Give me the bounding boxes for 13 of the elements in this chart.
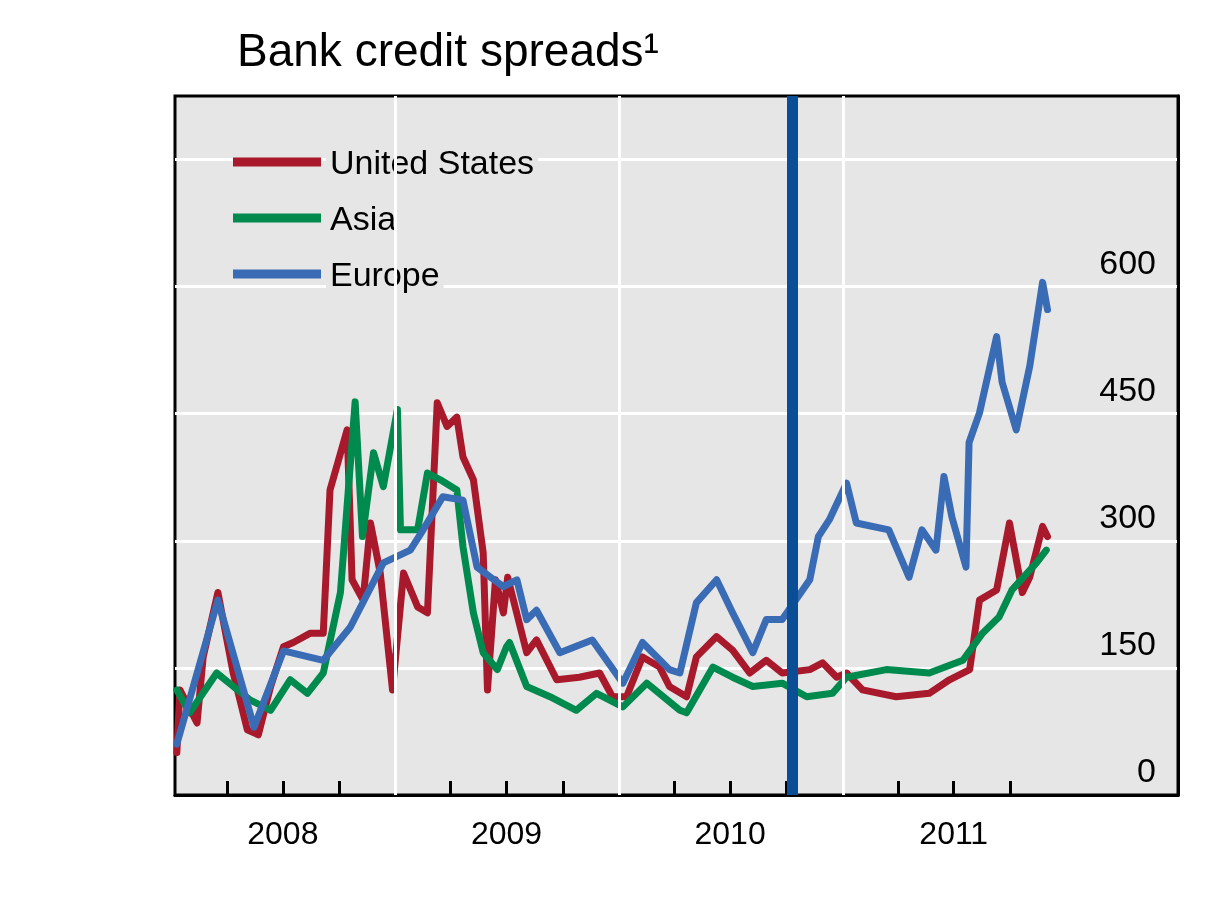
y-tick-label: 600 [1099,242,1156,281]
legend-label: United States [330,143,535,181]
y-tick-label: 300 [1099,496,1156,535]
y-tick-label: 150 [1099,623,1156,662]
legend-label: Europe [330,255,440,293]
legend-label: Asia [330,199,397,237]
x-tick-label: 2009 [470,815,543,851]
y-tick-label: 450 [1099,369,1156,408]
chart-title: Bank credit spreads¹ [237,24,659,76]
y-tick-label: 0 [1137,751,1156,789]
x-tick-label: 2010 [694,815,766,851]
x-tick-label: 2011 [919,815,989,851]
x-tick-label: 2008 [247,815,319,851]
